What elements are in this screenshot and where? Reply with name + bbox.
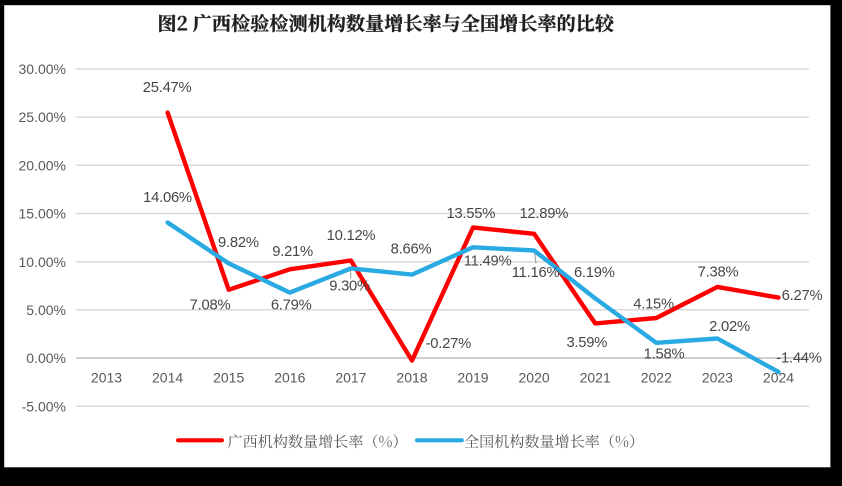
svg-text:-1.44%: -1.44% bbox=[776, 351, 821, 367]
svg-text:0.00%: 0.00% bbox=[26, 350, 66, 366]
svg-text:2024: 2024 bbox=[763, 370, 794, 386]
svg-text:7.38%: 7.38% bbox=[698, 265, 739, 281]
svg-text:30.00%: 30.00% bbox=[19, 61, 66, 77]
svg-text:2018: 2018 bbox=[396, 370, 427, 386]
svg-text:12.89%: 12.89% bbox=[519, 206, 568, 222]
svg-text:25.00%: 25.00% bbox=[19, 109, 66, 125]
svg-text:2015: 2015 bbox=[213, 370, 244, 386]
svg-text:15.00%: 15.00% bbox=[19, 206, 66, 222]
svg-text:10.12%: 10.12% bbox=[327, 228, 376, 244]
svg-text:2020: 2020 bbox=[519, 370, 550, 386]
svg-text:9.21%: 9.21% bbox=[272, 244, 313, 260]
svg-text:-5.00%: -5.00% bbox=[22, 398, 66, 414]
svg-text:9.82%: 9.82% bbox=[218, 235, 259, 251]
svg-text:3.59%: 3.59% bbox=[566, 335, 607, 351]
svg-text:6.79%: 6.79% bbox=[271, 298, 312, 314]
svg-text:9.30%: 9.30% bbox=[329, 278, 370, 294]
svg-text:2022: 2022 bbox=[641, 370, 672, 386]
svg-text:5.00%: 5.00% bbox=[26, 302, 66, 318]
svg-text:2014: 2014 bbox=[152, 370, 183, 386]
svg-text:7.08%: 7.08% bbox=[190, 298, 231, 314]
svg-text:11.16%: 11.16% bbox=[512, 265, 560, 281]
svg-text:8.66%: 8.66% bbox=[391, 241, 432, 257]
svg-text:10.00%: 10.00% bbox=[19, 254, 66, 270]
svg-text:6.19%: 6.19% bbox=[574, 265, 615, 281]
svg-text:14.06%: 14.06% bbox=[143, 190, 192, 206]
svg-text:2013: 2013 bbox=[91, 370, 122, 386]
svg-text:1.58%: 1.58% bbox=[644, 346, 685, 362]
svg-text:11.49%: 11.49% bbox=[464, 254, 512, 270]
svg-text:2021: 2021 bbox=[580, 370, 611, 386]
svg-text:6.27%: 6.27% bbox=[782, 288, 823, 304]
svg-text:-0.27%: -0.27% bbox=[426, 336, 471, 352]
svg-text:2017: 2017 bbox=[335, 370, 366, 386]
svg-text:4.15%: 4.15% bbox=[633, 296, 674, 312]
svg-text:13.55%: 13.55% bbox=[446, 206, 495, 222]
svg-text:2019: 2019 bbox=[457, 370, 488, 386]
svg-text:20.00%: 20.00% bbox=[19, 157, 66, 173]
svg-text:2023: 2023 bbox=[702, 370, 733, 386]
svg-text:2.02%: 2.02% bbox=[709, 319, 750, 335]
svg-text:25.47%: 25.47% bbox=[143, 80, 192, 96]
svg-text:2016: 2016 bbox=[274, 370, 305, 386]
